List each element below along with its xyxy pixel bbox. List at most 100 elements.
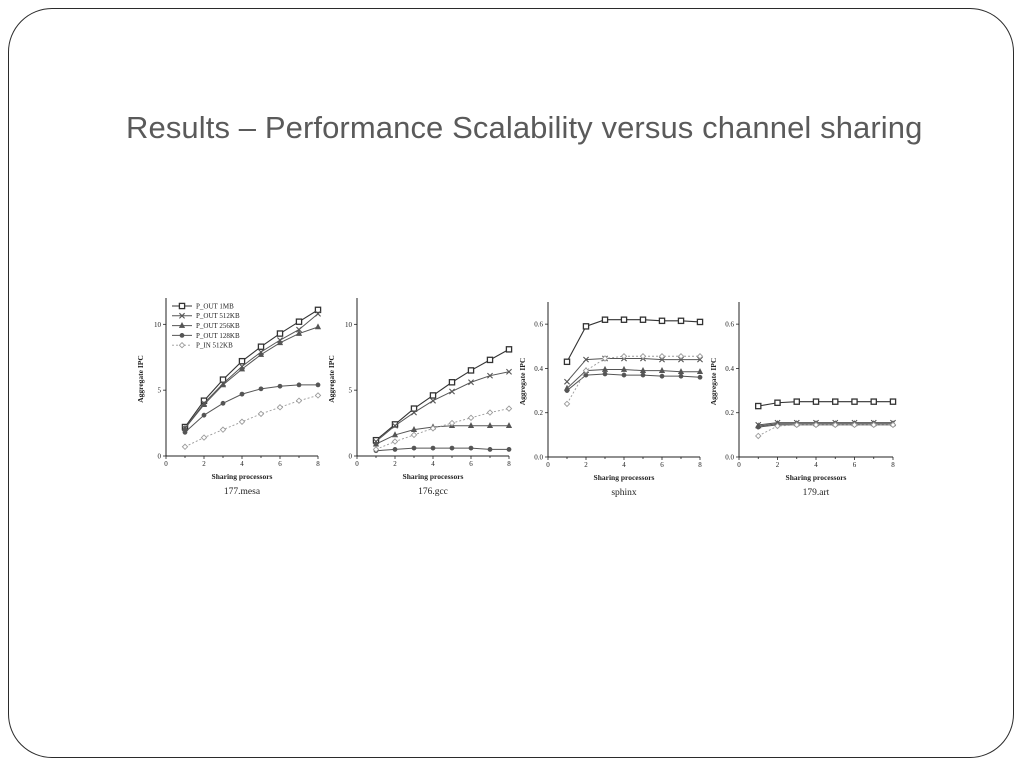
data-point <box>391 438 399 445</box>
data-point <box>295 329 303 336</box>
data-point <box>851 398 858 405</box>
series-p-out-128kb <box>182 382 321 435</box>
series-p-out-1mb <box>563 316 704 366</box>
series-p-out-512kb <box>373 368 512 445</box>
series-line <box>758 424 893 437</box>
data-point <box>774 399 781 406</box>
series-line <box>566 373 701 391</box>
data-point <box>564 388 570 393</box>
y-tick-label: 0 <box>158 453 162 461</box>
data-point <box>774 422 781 430</box>
legend-entry: P_OUT 128KB <box>196 332 240 340</box>
data-point <box>677 368 685 375</box>
legend-entry: P_OUT 256KB <box>196 322 240 330</box>
data-point <box>238 365 246 372</box>
legend-marker <box>178 321 186 328</box>
x-axis-label: Sharing processors <box>594 473 655 482</box>
series-line <box>375 447 509 452</box>
series-line <box>184 326 319 429</box>
series-p-out-256kb <box>372 422 513 447</box>
x-tick-label: 2 <box>202 460 206 468</box>
data-point <box>564 378 570 385</box>
data-point <box>486 356 494 364</box>
y-tick-label: 10 <box>345 321 353 329</box>
data-point <box>832 421 839 429</box>
series-line <box>566 369 700 389</box>
x-tick-label: 4 <box>240 460 244 468</box>
data-point <box>467 422 475 429</box>
y-tick-label: 0.0 <box>534 454 543 462</box>
data-point <box>410 405 418 412</box>
data-point <box>601 365 609 372</box>
x-tick-label: 0 <box>546 461 550 469</box>
x-tick-label: 2 <box>393 460 397 468</box>
data-point <box>870 398 878 405</box>
chart-177-mesa: 0 2 4 6 8 0 5 10 Sharing processors Aggregate IPC… <box>136 298 322 497</box>
x-axis-label: Sharing processors <box>786 473 847 482</box>
data-point <box>467 414 475 422</box>
data-point <box>505 346 513 353</box>
data-point <box>468 445 474 451</box>
x-axis-label: Sharing processors <box>403 472 464 481</box>
data-point <box>257 343 265 350</box>
data-point <box>870 421 877 429</box>
data-point <box>677 353 685 360</box>
legend-entry: P_IN 512KB <box>196 342 233 350</box>
data-point <box>677 317 685 325</box>
y-tick-label: 0.4 <box>725 365 734 373</box>
data-point <box>696 368 704 375</box>
slide-frame <box>8 8 1014 758</box>
data-point <box>200 400 208 407</box>
series-line <box>184 394 319 448</box>
data-point <box>658 353 666 360</box>
data-point <box>276 330 284 337</box>
x-tick-label: 6 <box>660 461 664 469</box>
series-p-out-1mb <box>372 346 513 444</box>
data-point <box>410 426 418 432</box>
data-point <box>238 357 246 365</box>
data-point <box>295 318 303 325</box>
data-point <box>257 410 265 418</box>
y-tick-label: 0.4 <box>534 365 543 373</box>
data-point <box>315 310 321 317</box>
data-point <box>486 422 494 429</box>
data-point <box>277 383 283 389</box>
data-point <box>372 440 380 447</box>
data-point <box>276 404 284 411</box>
legend-entry: P_OUT 1MB <box>196 302 234 310</box>
data-point <box>506 368 512 375</box>
data-point <box>411 409 417 416</box>
data-point <box>468 379 474 386</box>
series-line <box>566 355 700 405</box>
y-axis-label: Aggregate IPC <box>518 358 527 406</box>
data-point <box>832 398 839 405</box>
data-point <box>583 356 589 363</box>
series-line <box>375 425 509 445</box>
x-tick-label: 4 <box>814 461 818 469</box>
data-point <box>851 421 858 429</box>
data-point <box>487 447 493 452</box>
series-p-in-512kb <box>372 405 513 453</box>
series-line <box>375 371 510 442</box>
y-tick-label: 0.2 <box>725 409 734 417</box>
data-point <box>639 316 647 323</box>
data-point <box>200 434 208 441</box>
legend-entry: P_OUT 512KB <box>196 312 240 320</box>
data-point <box>812 421 820 429</box>
x-axis-label: Sharing processors <box>212 472 273 481</box>
data-point <box>429 392 437 399</box>
data-point <box>889 398 897 405</box>
y-axis-label: Aggregate IPC <box>327 355 336 403</box>
data-point <box>602 371 608 377</box>
data-point <box>620 316 628 323</box>
series-line <box>566 357 700 383</box>
x-tick-label: 0 <box>164 460 168 468</box>
chart-176-gcc: 0 2 4 6 8 0 5 10 Sharing processors Aggregate IPC… <box>327 298 513 497</box>
y-tick-label: 0 <box>349 453 353 461</box>
data-point <box>696 318 704 326</box>
data-point <box>639 366 647 373</box>
data-point <box>697 374 703 380</box>
data-point <box>658 366 666 373</box>
legend-marker <box>178 341 186 349</box>
series-p-in-512kb <box>755 421 897 440</box>
